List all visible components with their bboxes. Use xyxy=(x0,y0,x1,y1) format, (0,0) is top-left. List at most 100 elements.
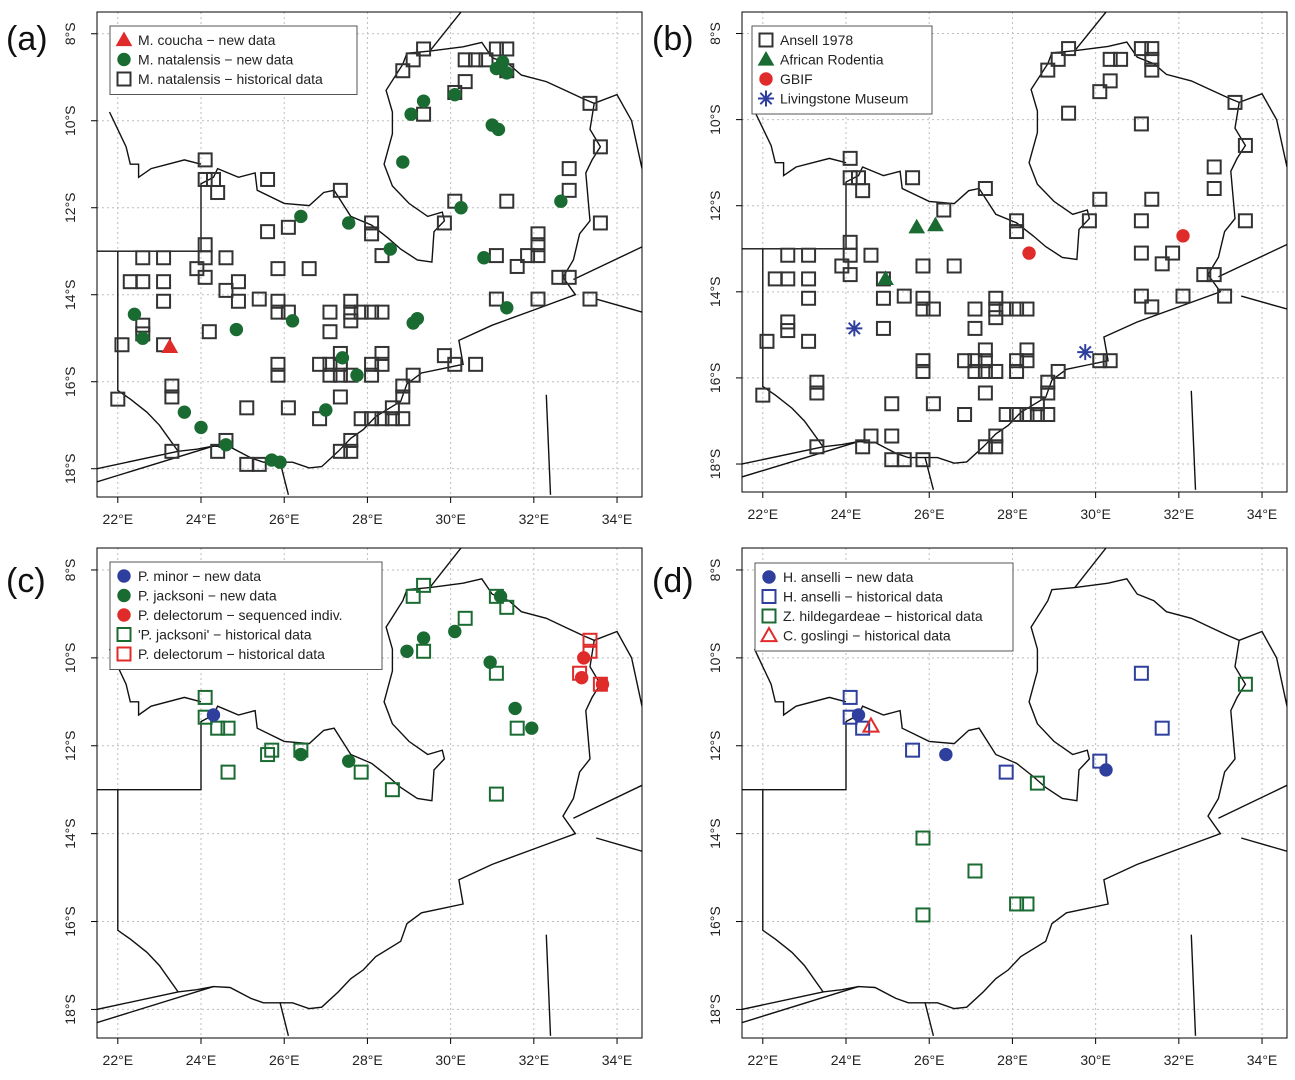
occurrence-point xyxy=(915,830,931,846)
occurrence-point xyxy=(1237,213,1253,229)
occurrence-point xyxy=(374,345,390,361)
occurrence-point xyxy=(530,291,546,307)
occurrence-point xyxy=(220,720,236,736)
neighbour-border xyxy=(1218,243,1287,278)
y-tick-label: 18°S xyxy=(707,994,723,1025)
occurrence-point xyxy=(905,170,921,186)
axis-ticks: 22°E 24°E 26°E 28°E 30°E 32°E 34°E 8°S 10°S 12°S 1… xyxy=(62,22,632,527)
occurrence-point xyxy=(988,428,1004,444)
occurrence-point xyxy=(780,247,796,263)
occurrence-point xyxy=(520,248,536,264)
neighbour-border xyxy=(545,394,552,495)
occurrence-point xyxy=(988,439,1004,455)
legend-symbol xyxy=(761,608,777,624)
zambia-border xyxy=(117,41,602,469)
x-tick-label: 28°E xyxy=(352,1052,383,1068)
occurrence-point xyxy=(230,274,246,290)
occurrence-point xyxy=(1019,342,1035,358)
neighbour-border xyxy=(753,110,847,177)
x-tick-label: 34°E xyxy=(602,1052,633,1068)
occurrence-point xyxy=(530,248,546,264)
occurrence-point xyxy=(977,363,993,379)
occurrence-point xyxy=(1102,51,1118,67)
y-tick-label: 10°S xyxy=(707,643,723,674)
legend-symbol xyxy=(117,52,131,67)
x-tick-label: 28°E xyxy=(997,1052,1028,1068)
occurrence-point xyxy=(1009,896,1025,912)
legend-box xyxy=(109,561,383,670)
occurrence-point xyxy=(1061,41,1077,57)
occurrence-point xyxy=(218,250,234,266)
occurrence-point xyxy=(416,41,432,57)
occurrence-point xyxy=(842,150,858,166)
x-tick-label: 24°E xyxy=(831,506,862,522)
occurrence-point xyxy=(499,599,515,615)
panel-label-b: (b) xyxy=(652,20,694,58)
occurrence-point xyxy=(957,353,973,369)
legend-entry: P. minor − new data xyxy=(138,568,261,584)
occurrence-point xyxy=(925,301,941,317)
x-tick-label: 30°E xyxy=(1080,1052,1111,1068)
occurrence-point xyxy=(364,356,380,372)
occurrence-point xyxy=(530,226,546,242)
legend-entry: 'P. jacksoni' − historical data xyxy=(138,627,312,643)
x-tick-label: 24°E xyxy=(186,511,217,527)
occurrence-point xyxy=(875,320,891,336)
zambia-border xyxy=(762,578,1247,1010)
legend-symbol xyxy=(758,90,774,107)
occurrence-point xyxy=(270,293,286,309)
occurrence-point xyxy=(457,74,473,90)
occurrence-point xyxy=(404,107,418,121)
occurrence-point xyxy=(1050,51,1066,67)
occurrence-point xyxy=(855,439,871,455)
occurrence-point xyxy=(488,291,504,307)
x-tick-label: 32°E xyxy=(1164,1052,1195,1068)
occurrence-point xyxy=(343,304,359,320)
occurrence-point xyxy=(395,411,411,427)
x-tick-label: 26°E xyxy=(914,1052,945,1068)
occurrence-point xyxy=(488,786,504,802)
occurrence-point xyxy=(488,41,504,57)
neighbour-border xyxy=(742,991,824,1011)
occurrence-point xyxy=(1133,41,1149,57)
occurrence-point xyxy=(842,689,858,705)
occurrence-point xyxy=(436,215,452,231)
occurrence-point xyxy=(448,87,462,102)
panel-label-c: (c) xyxy=(6,562,46,600)
occurrence-point xyxy=(374,304,390,320)
occurrence-point xyxy=(1092,353,1108,369)
occurrence-point xyxy=(967,320,983,336)
occurrence-point xyxy=(164,389,180,405)
occurrence-point xyxy=(260,747,276,763)
x-tick-label: 32°E xyxy=(519,1052,550,1068)
occurrence-point xyxy=(332,367,348,383)
occurrence-point xyxy=(210,443,226,459)
occurrence-point xyxy=(343,293,359,309)
legend-symbol xyxy=(759,72,773,86)
legend-entry: M. natalensis − historical data xyxy=(138,71,323,87)
occurrence-point xyxy=(416,643,432,659)
neighbour-border xyxy=(279,1002,290,1036)
map-panel-a: 22°E 24°E 26°E 28°E 30°E 32°E 34°E 8°S 10°S 12°S 1… xyxy=(62,11,643,527)
occurrence-markers xyxy=(110,41,608,472)
neighbour-border xyxy=(97,985,214,1024)
occurrence-markers xyxy=(755,41,1253,468)
occurrence-point xyxy=(136,331,150,345)
occurrence-point xyxy=(395,378,411,394)
occurrence-point xyxy=(1113,51,1129,67)
occurrence-point xyxy=(1154,256,1170,272)
occurrence-point xyxy=(1040,407,1056,423)
x-tick-label: 26°E xyxy=(269,511,300,527)
occurrence-point xyxy=(488,248,504,264)
occurrence-point xyxy=(206,708,221,722)
occurrence-point xyxy=(239,456,255,472)
neighbour-border xyxy=(1074,548,1107,589)
occurrence-point xyxy=(915,301,931,317)
occurrence-point xyxy=(1092,84,1108,100)
occurrence-point xyxy=(809,439,825,455)
occurrence-point xyxy=(861,716,881,733)
occurrence-point xyxy=(1144,191,1160,207)
occurrence-point xyxy=(977,439,993,455)
occurrence-point xyxy=(1133,665,1149,681)
y-tick-label: 14°S xyxy=(707,818,723,849)
